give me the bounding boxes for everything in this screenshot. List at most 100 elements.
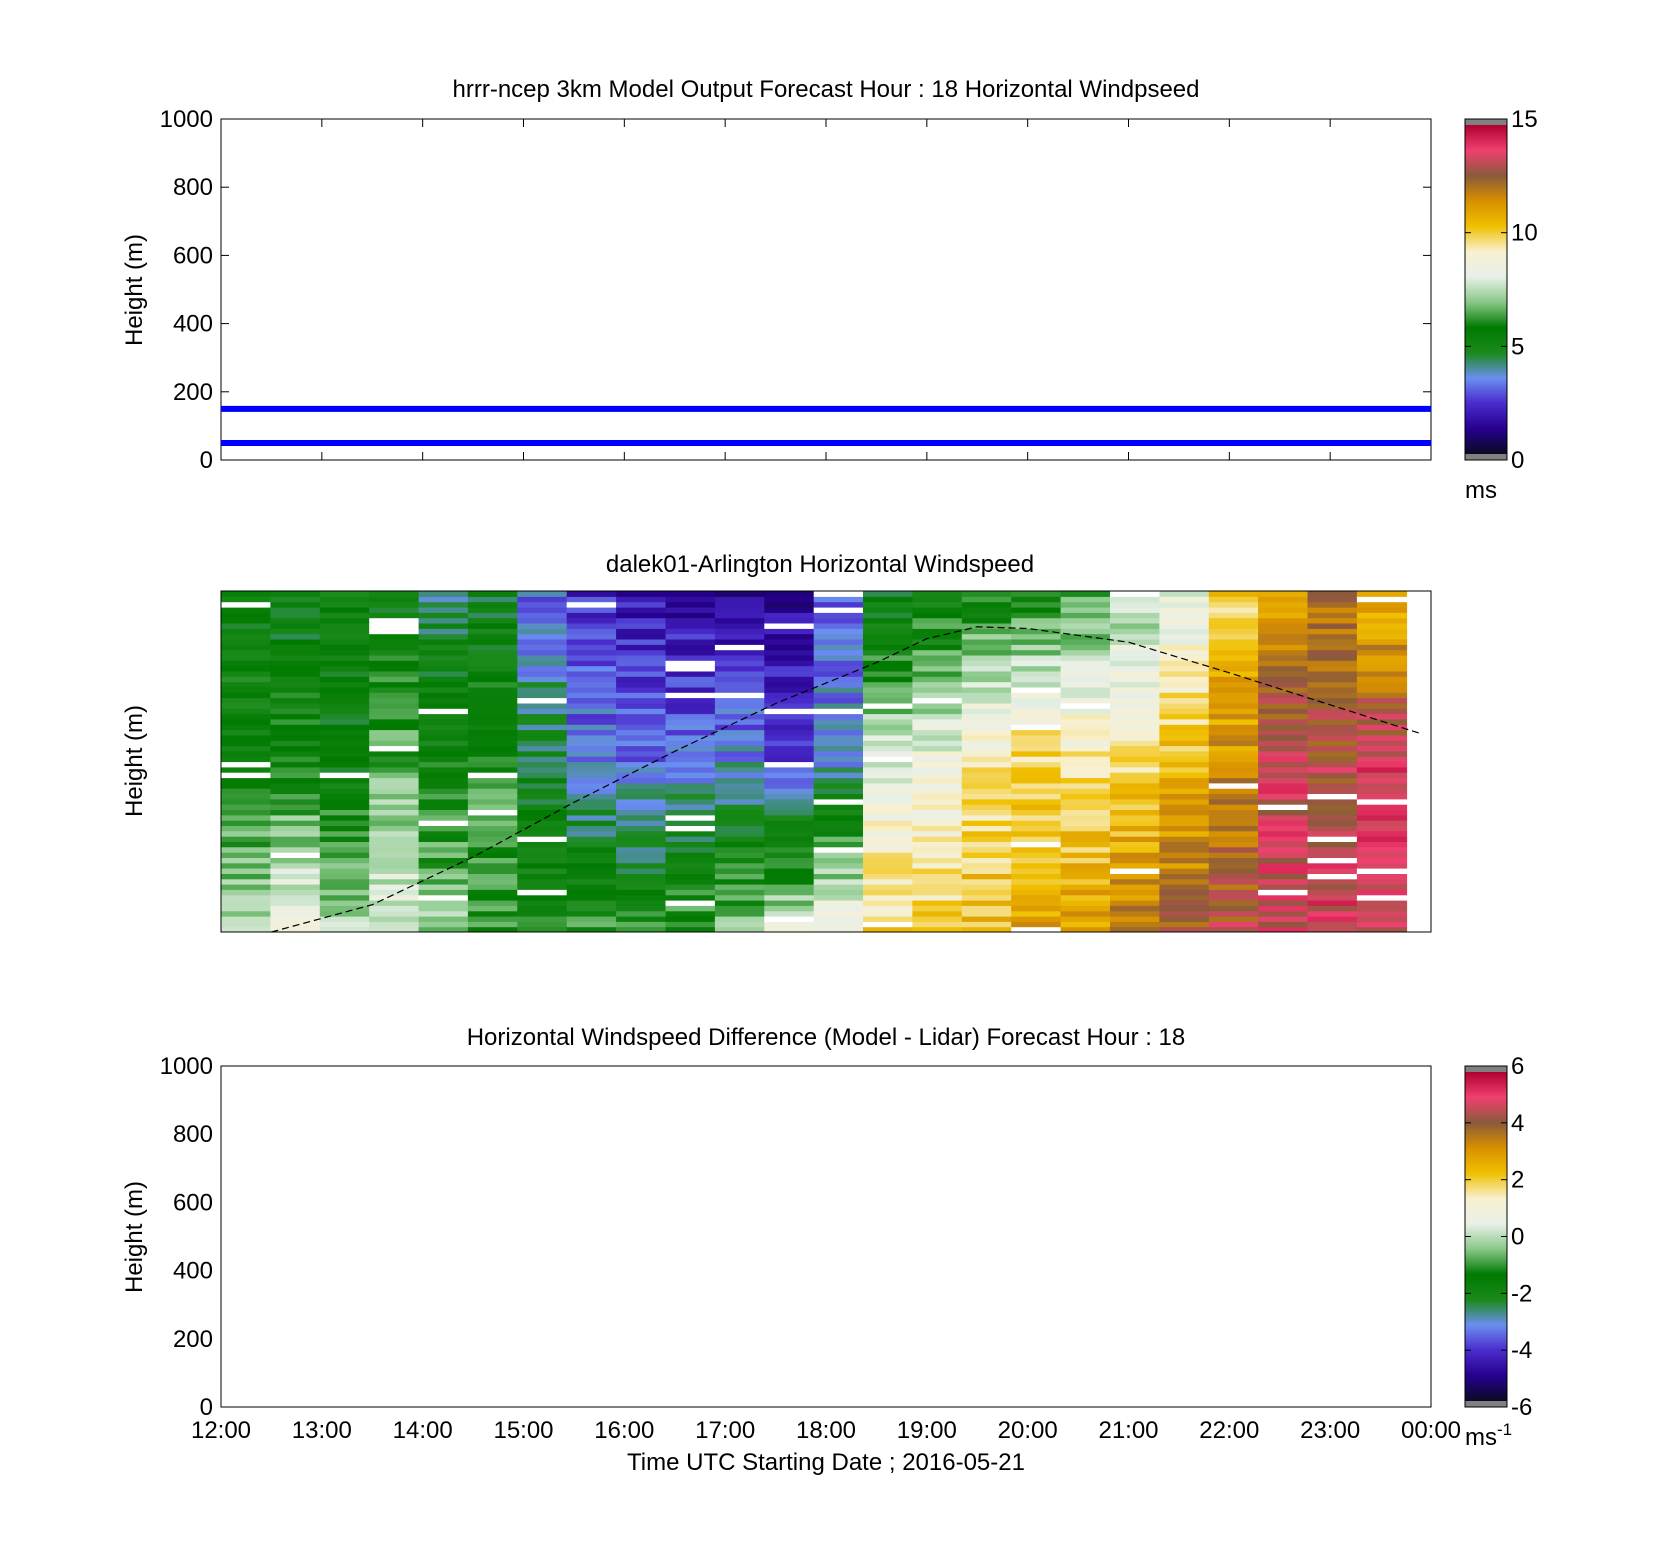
heatmap-cell (1258, 681, 1309, 688)
heatmap-cell (764, 681, 815, 688)
heatmap-cell (221, 793, 272, 800)
heatmap-cell (1356, 702, 1408, 709)
heatmap-cell (961, 676, 1012, 683)
heatmap-cell (1159, 878, 1210, 885)
heatmap-cell (1060, 702, 1111, 709)
heatmap-cell (270, 873, 321, 880)
heatmap-cell (221, 718, 272, 725)
heatmap-cell (1307, 734, 1358, 741)
heatmap-cell (467, 868, 519, 874)
heatmap-cell (1011, 852, 1062, 858)
colorbar-cap-top (1465, 1066, 1507, 1072)
heatmap-cell (1258, 825, 1309, 832)
heatmap-cell (418, 766, 469, 773)
heatmap-cell (616, 708, 667, 715)
heatmap-cell (1356, 660, 1408, 667)
heatmap-cell (1110, 628, 1161, 635)
heatmap-cell (418, 873, 469, 880)
heatmap-cell (319, 596, 370, 603)
y-tick-label: 200 (173, 1326, 213, 1353)
heatmap-cell (221, 788, 272, 794)
heatmap-cell (467, 788, 519, 794)
heatmap-cell (813, 905, 864, 912)
heatmap-cell (1011, 916, 1062, 922)
heatmap-cell (319, 820, 370, 826)
heatmap-cell (863, 729, 914, 736)
heatmap-cell (566, 607, 617, 613)
heatmap-cell (221, 809, 272, 816)
heatmap-cell (270, 926, 321, 932)
heatmap-cell (319, 734, 370, 741)
heatmap-cell (1011, 617, 1062, 624)
heatmap-cell (961, 644, 1012, 651)
heatmap-cell (616, 852, 667, 858)
heatmap-cell (467, 878, 519, 885)
heatmap-cell (319, 676, 370, 683)
heatmap-cell (714, 884, 766, 890)
heatmap-cell (1110, 734, 1161, 741)
heatmap-cell (1011, 734, 1062, 741)
heatmap-cell (1060, 596, 1111, 603)
heatmap-cell (1110, 713, 1161, 720)
heatmap-cell (813, 617, 864, 624)
heatmap-cell (221, 830, 272, 837)
heatmap-cell (1110, 846, 1161, 853)
heatmap-cell (961, 633, 1012, 640)
heatmap-cell (270, 686, 321, 693)
heatmap-cell (1356, 926, 1408, 932)
heatmap-cell (319, 809, 370, 816)
heatmap-cell (1159, 713, 1210, 720)
heatmap-cell (517, 809, 568, 816)
heatmap-cell (961, 788, 1012, 794)
heatmap-cell (665, 857, 716, 864)
heatmap-cell (764, 623, 815, 629)
heatmap-cell (467, 777, 519, 784)
heatmap-cell (467, 772, 519, 779)
heatmap-cell (1208, 676, 1259, 683)
heatmap-cell (863, 788, 914, 794)
heatmap-cell (616, 793, 667, 800)
heatmap-cell (369, 804, 420, 810)
heatmap-cell (1307, 905, 1358, 912)
heatmap-cell (517, 777, 568, 784)
heatmap-cell (1060, 873, 1111, 880)
heatmap-cell (221, 900, 272, 906)
heatmap-cell (221, 729, 272, 736)
heatmap-cell (714, 628, 766, 635)
heatmap-cell (665, 846, 716, 853)
heatmap-cell (1011, 820, 1062, 826)
x-tick-label: 22:00 (1199, 1417, 1259, 1444)
heatmap-cell (1208, 884, 1259, 890)
heatmap-cell (714, 761, 766, 768)
heatmap-cell (1110, 809, 1161, 816)
heatmap-cell (221, 654, 272, 661)
heatmap-cell (665, 713, 716, 720)
heatmap-cell (1110, 745, 1161, 752)
heatmap-cell (1110, 676, 1161, 683)
heatmap-cell (418, 670, 469, 677)
panel-title: hrrr-ncep 3km Model Output Forecast Hour… (453, 76, 1200, 103)
heatmap-cell (616, 846, 667, 853)
heatmap-cell (418, 724, 469, 731)
heatmap-cell (616, 612, 667, 619)
heatmap-cell (1159, 894, 1210, 901)
heatmap-cell (319, 873, 370, 880)
heatmap-cell (1159, 617, 1210, 624)
heatmap-cell (616, 601, 667, 608)
heatmap-cell (616, 623, 667, 629)
heatmap-cell (1307, 926, 1358, 932)
heatmap-cell (665, 793, 716, 800)
heatmap-cell (961, 623, 1012, 629)
heatmap-cell (270, 772, 321, 779)
heatmap-cell (517, 878, 568, 885)
heatmap-cell (418, 612, 469, 619)
heatmap-cell (764, 852, 815, 858)
heatmap-cell (1356, 644, 1408, 651)
heatmap-cell (1258, 686, 1309, 693)
heatmap-cell (517, 628, 568, 635)
heatmap-cell (221, 607, 272, 613)
heatmap-cell (467, 804, 519, 810)
heatmap-cell (616, 654, 667, 661)
heatmap-cell (319, 745, 370, 752)
heatmap-cell (764, 591, 815, 597)
